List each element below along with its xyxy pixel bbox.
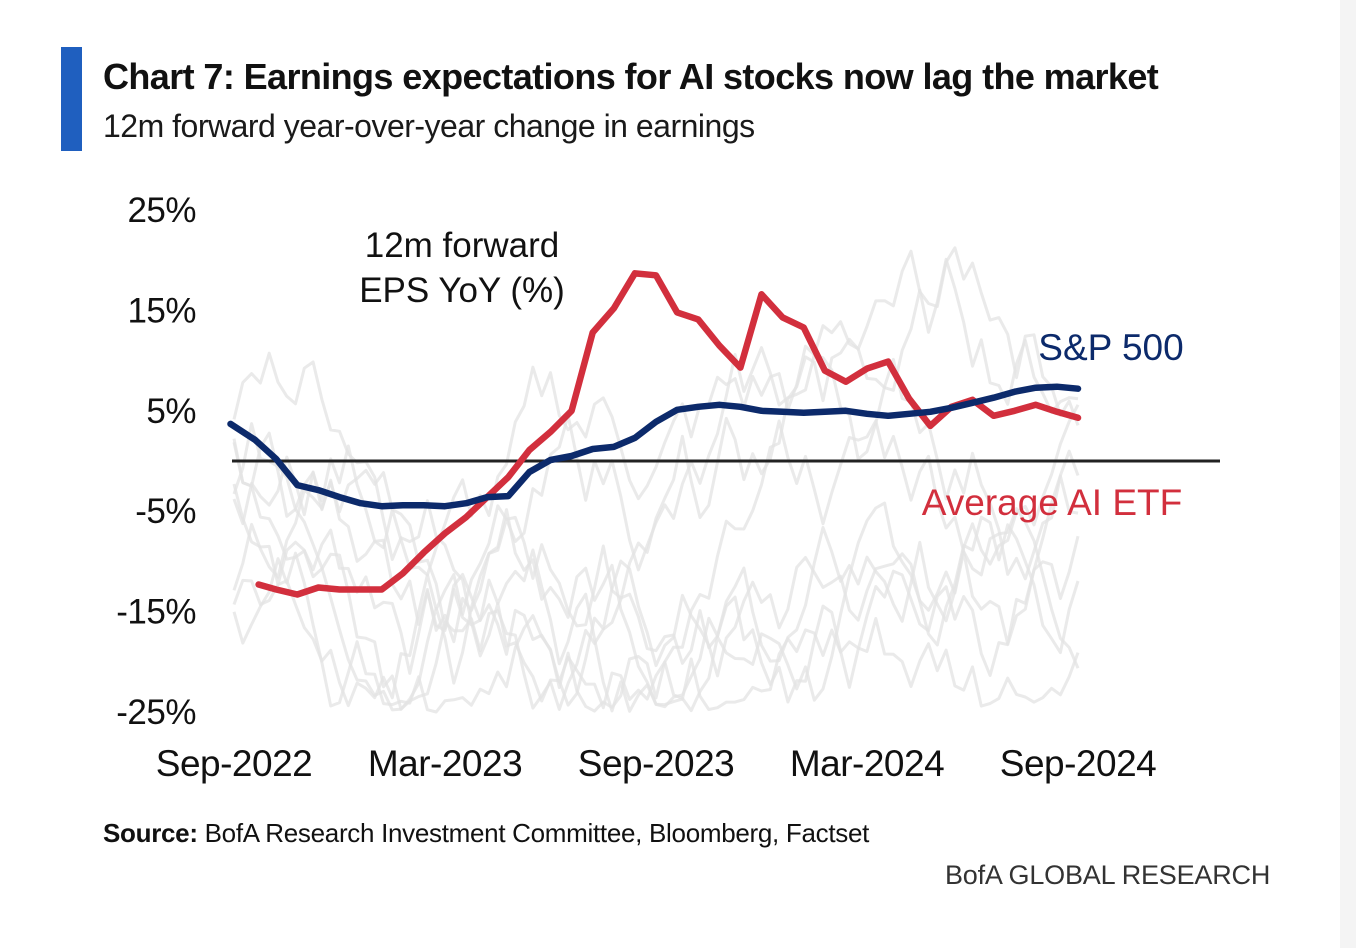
series-line-sp500 (227, 383, 1082, 510)
background-series-line (232, 351, 1080, 707)
x-axis-tick-labels: Sep-2022 Mar-2023 Sep-2023 Mar-2024 Sep-2024 (156, 743, 1157, 784)
accent-bar (61, 47, 82, 151)
y-tick-label: 5% (146, 392, 196, 431)
series-label-ai-etf: Average AI ETF (922, 482, 1183, 523)
source-label: Source: (103, 818, 198, 848)
background-series-line (232, 404, 1080, 713)
x-tick-label: Mar-2023 (368, 743, 522, 784)
source-note: Source: BofA Research Investment Committ… (103, 818, 869, 849)
x-tick-label: Mar-2024 (790, 743, 944, 784)
x-tick-label: Sep-2023 (578, 743, 734, 784)
x-tick-label: Sep-2022 (156, 743, 312, 784)
background-series-group (232, 246, 1080, 714)
background-series-line (232, 483, 1080, 713)
series-label-sp500: S&P 500 (1038, 327, 1183, 368)
background-series-line (232, 449, 1080, 708)
y-tick-label: -15% (116, 593, 196, 632)
source-text: BofA Research Investment Committee, Bloo… (197, 818, 870, 848)
chart-title: Chart 7: Earnings expectations for AI st… (103, 56, 1159, 97)
y-tick-label: -25% (116, 693, 196, 732)
y-tick-label: 15% (127, 291, 196, 330)
series-group (227, 270, 1082, 598)
y-tick-label: 25% (127, 191, 196, 230)
brand-footer: BofA GLOBAL RESEARCH (945, 860, 1271, 890)
x-tick-label: Sep-2024 (1000, 743, 1156, 784)
y-axis-label-line-2: EPS YoY (%) (359, 271, 565, 310)
background-series-line (232, 346, 1079, 644)
chart-subtitle: 12m forward year-over-year change in ear… (103, 108, 755, 144)
series-line-ai-etf (255, 270, 1082, 598)
y-axis-tick-labels: 25% 15% 5% -5% -15% -25% (116, 191, 196, 732)
y-tick-label: -5% (135, 492, 196, 531)
y-axis-label-line-1: 12m forward (365, 226, 560, 265)
